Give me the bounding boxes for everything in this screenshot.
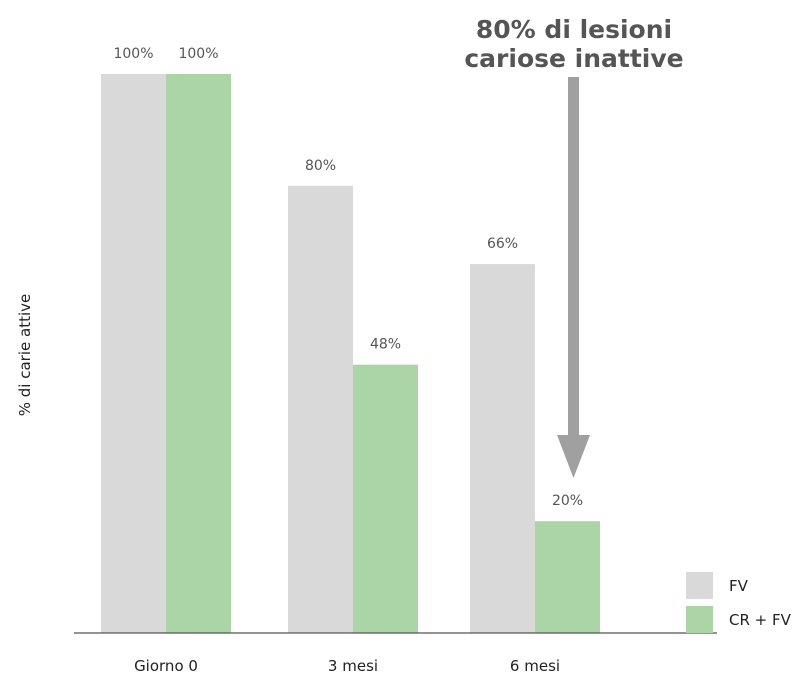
legend-label-fv: FV	[729, 577, 749, 595]
legend-swatch-cr-fv	[686, 606, 713, 633]
annotation-line-2: cariose inattive	[464, 44, 683, 73]
bar-fv-3-mesi	[288, 185, 353, 634]
data-label-cr-fv-3-mesi: 48%	[370, 337, 401, 353]
data-label-fv-giorno-0: 100%	[113, 46, 153, 62]
annotation-arrow-head	[557, 435, 590, 478]
bar-cr-fv-3-mesi	[353, 364, 418, 633]
data-label-cr-fv-6-mesi: 20%	[552, 493, 583, 509]
annotation-arrow-shaft	[568, 77, 579, 440]
data-label-cr-fv-giorno-0: 100%	[178, 46, 218, 62]
bar-fv-giorno-0	[101, 74, 166, 633]
bars-group	[101, 74, 600, 634]
data-label-fv-3-mesi: 80%	[305, 158, 336, 174]
x-tick-labels: Giorno 0 3 mesi 6 mesi	[134, 657, 560, 673]
bar-cr-fv-giorno-0	[166, 74, 231, 633]
legend-label-cr-fv: CR + FV	[729, 611, 792, 629]
data-labels-group: 100% 100% 80% 48% 66% 20%	[113, 46, 583, 509]
annotation-line-1: 80% di lesioni	[476, 15, 672, 44]
bar-cr-fv-6-mesi	[535, 521, 600, 633]
x-tick-label-giorno-0: Giorno 0	[134, 657, 198, 673]
annotation: 80% di lesioni cariose inattive	[464, 15, 684, 478]
legend: FV CR + FV	[686, 572, 792, 633]
data-label-fv-6-mesi: 66%	[487, 236, 518, 252]
x-tick-label-6-mesi: 6 mesi	[510, 657, 560, 673]
bar-fv-6-mesi	[470, 264, 535, 633]
x-tick-label-3-mesi: 3 mesi	[328, 657, 378, 673]
y-axis-title: % di carie attive	[16, 294, 34, 416]
legend-swatch-fv	[686, 572, 713, 599]
